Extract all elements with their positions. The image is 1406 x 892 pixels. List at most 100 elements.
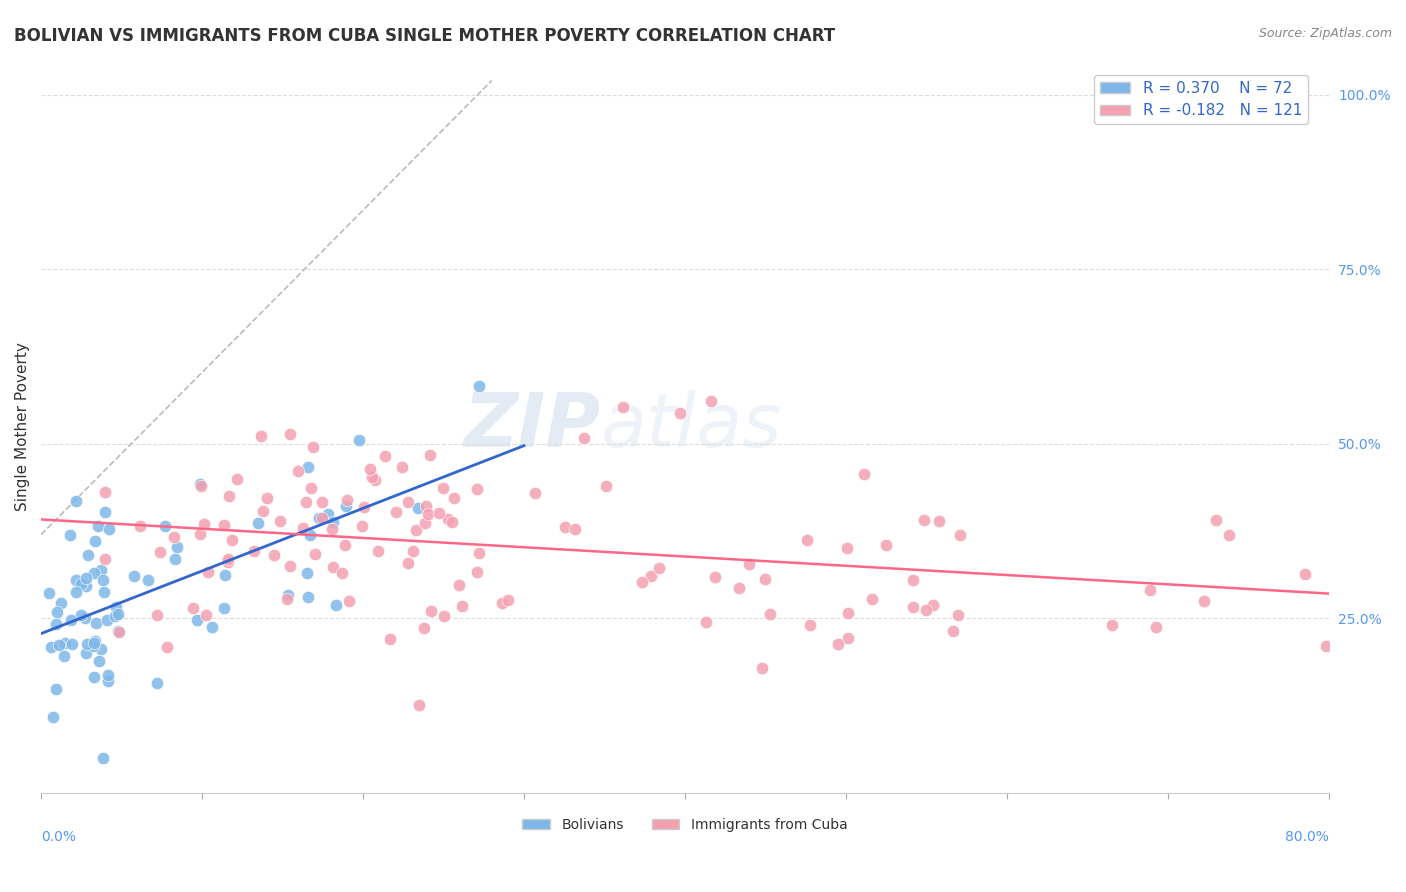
Point — [94, 505, 117, 519]
Point — [612, 400, 634, 414]
Point — [640, 568, 662, 582]
Point — [901, 599, 924, 614]
Point — [46, 605, 69, 619]
Point — [396, 494, 419, 508]
Point — [301, 440, 323, 454]
Point — [837, 606, 859, 620]
Point — [700, 394, 723, 409]
Point — [122, 569, 145, 583]
Point — [197, 565, 219, 579]
Point — [359, 462, 381, 476]
Text: 0.0%: 0.0% — [41, 830, 76, 844]
Point — [48, 638, 70, 652]
Point — [631, 575, 654, 590]
Point — [163, 552, 186, 566]
Point — [413, 516, 436, 530]
Point — [914, 603, 936, 617]
Point — [107, 607, 129, 621]
Point — [316, 507, 339, 521]
Point — [703, 570, 725, 584]
Point — [912, 513, 935, 527]
Point — [70, 577, 93, 591]
Point — [84, 633, 107, 648]
Point — [41, 710, 63, 724]
Point — [416, 507, 439, 521]
Point — [447, 578, 470, 592]
Point — [59, 613, 82, 627]
Point — [759, 607, 782, 622]
Point — [183, 601, 205, 615]
Point — [1218, 528, 1240, 542]
Point — [146, 608, 169, 623]
Point — [83, 636, 105, 650]
Y-axis label: Single Mother Poverty: Single Mother Poverty — [15, 342, 30, 511]
Text: 80.0%: 80.0% — [1285, 830, 1329, 844]
Point — [333, 538, 356, 552]
Point — [796, 533, 818, 548]
Point — [799, 617, 821, 632]
Legend: Bolivians, Immigrants from Cuba: Bolivians, Immigrants from Cuba — [517, 813, 853, 838]
Point — [97, 667, 120, 681]
Point — [221, 533, 243, 547]
Point — [217, 551, 239, 566]
Point — [837, 541, 859, 555]
Point — [98, 523, 121, 537]
Point — [648, 560, 671, 574]
Text: BOLIVIAN VS IMMIGRANTS FROM CUBA SINGLE MOTHER POVERTY CORRELATION CHART: BOLIVIAN VS IMMIGRANTS FROM CUBA SINGLE … — [14, 27, 835, 45]
Point — [195, 607, 218, 622]
Point — [350, 519, 373, 533]
Point — [166, 540, 188, 554]
Point — [948, 607, 970, 622]
Point — [304, 547, 326, 561]
Point — [153, 519, 176, 533]
Point — [76, 637, 98, 651]
Point — [104, 608, 127, 623]
Point — [256, 491, 278, 505]
Point — [107, 624, 129, 638]
Point — [297, 460, 319, 475]
Point — [55, 636, 77, 650]
Point — [440, 515, 463, 529]
Point — [59, 528, 82, 542]
Point — [668, 406, 690, 420]
Point — [90, 563, 112, 577]
Point — [292, 521, 315, 535]
Point — [145, 675, 167, 690]
Point — [523, 486, 546, 500]
Point — [738, 557, 761, 571]
Point — [136, 573, 159, 587]
Point — [1139, 583, 1161, 598]
Point — [467, 379, 489, 393]
Point — [252, 503, 274, 517]
Point — [200, 620, 222, 634]
Point — [398, 556, 420, 570]
Point — [427, 507, 450, 521]
Point — [1205, 513, 1227, 527]
Point — [83, 534, 105, 549]
Point — [162, 530, 184, 544]
Point — [75, 571, 97, 585]
Point — [75, 646, 97, 660]
Point — [217, 555, 239, 569]
Point — [93, 585, 115, 599]
Point — [277, 588, 299, 602]
Point — [402, 544, 425, 558]
Point — [491, 596, 513, 610]
Point — [554, 520, 576, 534]
Point — [1294, 567, 1316, 582]
Point — [90, 642, 112, 657]
Point — [595, 479, 617, 493]
Text: atlas: atlas — [602, 391, 783, 462]
Point — [942, 624, 965, 639]
Point — [408, 500, 430, 515]
Point — [297, 590, 319, 604]
Point — [754, 572, 776, 586]
Point — [311, 495, 333, 509]
Point — [364, 473, 387, 487]
Point — [104, 599, 127, 614]
Point — [325, 598, 347, 612]
Point — [751, 661, 773, 675]
Point — [214, 567, 236, 582]
Point — [84, 615, 107, 630]
Point — [218, 489, 240, 503]
